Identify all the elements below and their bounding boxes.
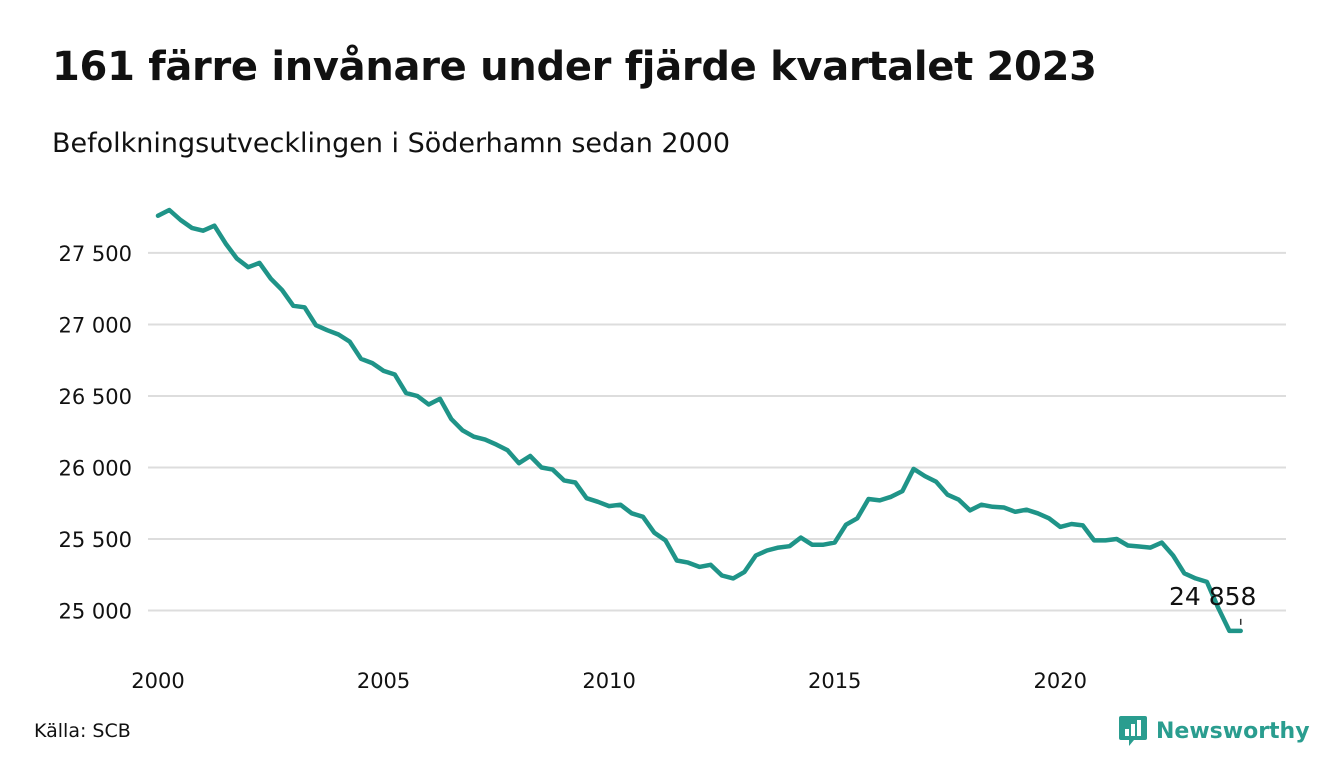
brand[interactable]: Newsworthy <box>1118 714 1310 748</box>
x-tick-label: 2005 <box>357 669 410 693</box>
y-tick-label: 25 000 <box>59 600 132 624</box>
annotation-label: 24 858 <box>1169 582 1256 611</box>
y-tick-label: 26 000 <box>59 456 132 480</box>
x-tick-label: 2000 <box>131 669 184 693</box>
y-tick-label: 27 000 <box>59 313 132 337</box>
y-tick-label: 25 500 <box>59 528 132 552</box>
newsworthy-logo-icon <box>1119 716 1147 746</box>
series-layer <box>155 207 1243 634</box>
x-axis: 2000 2005 2010 2015 2020 <box>131 669 1087 693</box>
series-line <box>155 207 1243 634</box>
x-tick-label: 2020 <box>1034 669 1087 693</box>
gridlines <box>148 251 1286 612</box>
chart-title: 161 färre invånare under fjärde kvartale… <box>52 44 1097 90</box>
chart-subtitle: Befolkningsutvecklingen i Söderhamn seda… <box>52 128 731 159</box>
y-tick-label: 26 500 <box>59 385 132 409</box>
x-tick-label: 2010 <box>582 669 635 693</box>
y-axis: 25 000 25 500 26 000 26 500 27 000 27 500 <box>59 242 132 624</box>
y-tick-label: 27 500 <box>59 242 132 266</box>
brand-name: Newsworthy <box>1156 718 1310 744</box>
x-tick-label: 2015 <box>808 669 861 693</box>
annotation-layer: 24 858 <box>1169 582 1256 625</box>
source-note: Källa: SCB <box>34 720 131 742</box>
